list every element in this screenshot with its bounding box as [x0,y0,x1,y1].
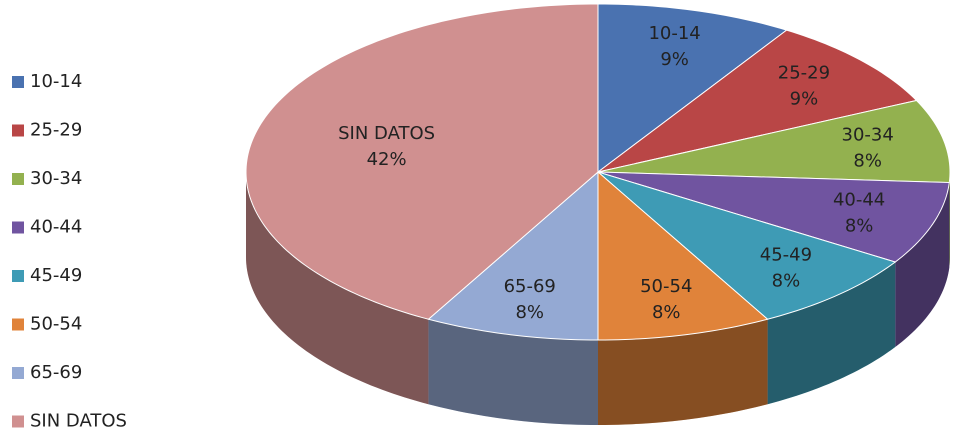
legend-label: 45-49 [30,265,82,286]
data-label-value: 8% [652,302,681,323]
data-label-value: 8% [853,150,882,171]
slice [245,3,599,320]
legend-label: 25-29 [30,120,82,141]
slice [427,170,599,341]
slice [597,3,788,174]
data-label-value: 8% [515,302,544,323]
slice-side-shade [767,262,896,405]
legend-label: SIN DATOS [30,411,127,432]
slice-side [428,319,598,425]
legend-swatch [12,367,24,379]
slice [597,99,951,184]
legend-label: 40-44 [30,217,82,238]
slice-side [598,319,768,425]
slice-side [949,172,950,268]
data-label-category: 40-44 [833,189,885,210]
slice-side-shade [895,182,950,348]
legend-swatch [12,76,24,88]
legend-swatch [12,124,24,137]
slice-side [895,182,950,348]
legend-swatch [12,173,24,185]
data-label-category: 10-14 [648,23,700,44]
data-label-category: 45-49 [760,245,812,266]
legend-swatch [12,415,24,428]
legend-swatch [12,318,24,331]
data-label-value: 42% [367,149,407,170]
data-label-category: 65-69 [504,276,556,297]
legend-label: 50-54 [30,314,82,335]
slice-side [767,262,896,405]
data-label-value: 8% [772,271,801,292]
slice [597,171,897,320]
legend-label: 30-34 [30,168,82,189]
legend-label: 65-69 [30,362,82,383]
data-label-value: 9% [790,88,819,109]
data-label-value: 8% [845,215,874,236]
slice-side-shade [598,319,768,425]
slice-side-shade [949,172,950,268]
slice-side [246,172,429,405]
data-label-value: 9% [660,49,689,70]
data-label-category: SIN DATOS [338,123,435,144]
legend-label: 10-14 [30,71,82,92]
slice [597,170,769,341]
data-label-category: 30-34 [842,124,894,145]
legend-swatch [12,270,24,282]
data-label-category: 25-29 [778,62,830,83]
slice [597,171,950,263]
slice-side-shade [246,172,429,405]
slice [597,29,918,173]
legend-swatch [12,221,24,234]
data-label-category: 50-54 [640,276,692,297]
slice-side-shade [428,319,598,425]
